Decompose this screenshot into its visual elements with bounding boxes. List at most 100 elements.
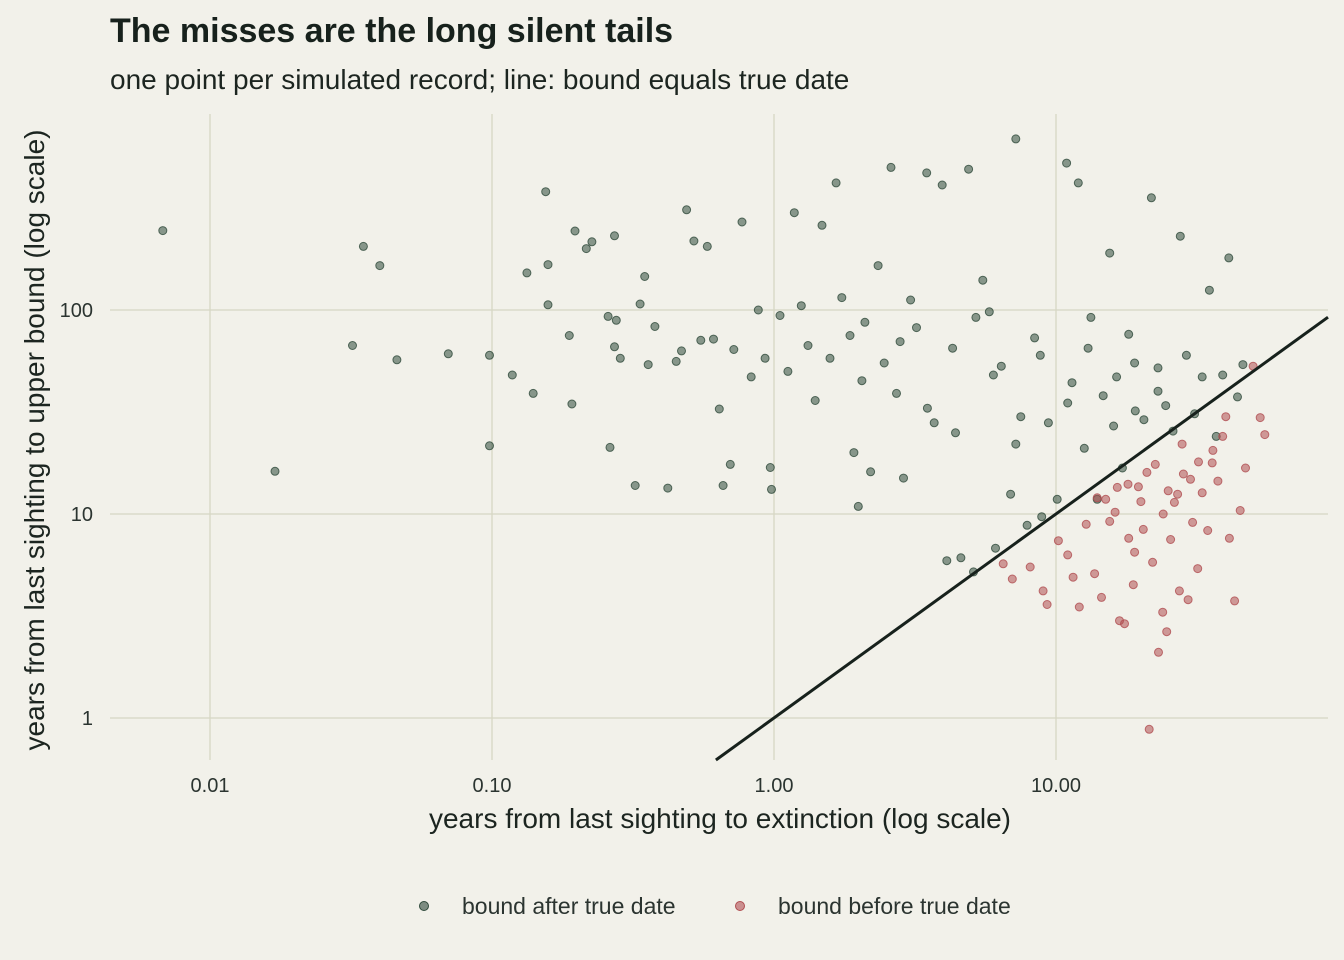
data-point-bound-after (1109, 421, 1119, 431)
data-point-bound-after (971, 312, 981, 322)
data-point-bound-after (922, 403, 932, 413)
data-point-bound-before (1038, 586, 1048, 596)
data-point-bound-after (663, 483, 673, 493)
data-point-bound-before (1124, 533, 1134, 543)
data-point-bound-before (1150, 459, 1160, 469)
reference-line-layer (715, 315, 1329, 762)
data-point-bound-after (615, 353, 625, 363)
data-point-bound-after (671, 356, 681, 366)
data-point-bound-after (528, 388, 538, 398)
data-point-bound-before (1213, 476, 1223, 486)
data-point-bound-after (643, 360, 653, 370)
data-point-bound-after (853, 501, 863, 511)
data-point-bound-after (714, 404, 724, 414)
data-point-bound-before (1194, 457, 1203, 467)
data-point-bound-before (1203, 526, 1213, 535)
data-point-bound-after (348, 341, 357, 350)
data-point-bound-after (1098, 391, 1108, 401)
data-point-bound-after (1153, 363, 1163, 373)
data-point-bound-after (767, 484, 776, 494)
data-point-bound-after (984, 307, 994, 317)
data-point-bound-after (737, 217, 747, 227)
data-point-bound-before (1101, 494, 1111, 504)
chart-title: The misses are the long silent tails (110, 12, 674, 50)
data-point-bound-before (1178, 469, 1188, 479)
legend-label-bound-before: bound before true date (778, 893, 1011, 919)
data-point-bound-after (937, 180, 947, 190)
data-point-bound-before (1074, 602, 1084, 612)
legend-marker-bound-after (419, 901, 429, 911)
data-point-bound-after (912, 323, 921, 333)
data-point-bound-after (630, 481, 640, 490)
data-point-bound-before (1142, 467, 1152, 477)
data-point-bound-after (948, 343, 958, 353)
data-point-bound-after (682, 205, 692, 215)
data-point-bound-after (892, 388, 901, 398)
data-point-bound-after (831, 178, 841, 188)
data-point-bound-after (543, 260, 553, 270)
data-point-bound-before (1007, 574, 1017, 584)
data-point-bound-after (866, 467, 876, 477)
data-point-bound-after (1161, 401, 1171, 411)
data-point-bound-before (1105, 516, 1115, 526)
data-point-bound-after (996, 361, 1006, 371)
data-point-bound-before (1208, 445, 1218, 455)
data-point-bound-before (1183, 595, 1193, 605)
data-point-bound-after (564, 331, 574, 340)
data-point-bound-after (899, 473, 908, 483)
data-point-bound-after (485, 441, 494, 451)
data-point-bound-before (1177, 439, 1187, 449)
data-point-bound-after (725, 459, 735, 469)
data-point-bound-before (1173, 489, 1183, 499)
data-point-bound-after (783, 366, 793, 376)
data-point-bound-after (942, 556, 952, 566)
data-point-bound-after (1083, 343, 1093, 353)
data-point-bound-after (873, 261, 883, 271)
data-point-bound-before (1163, 486, 1173, 496)
data-point-bound-after (1073, 178, 1083, 188)
data-point-bound-after (485, 350, 494, 360)
data-points (158, 134, 1270, 734)
data-point-bound-after (1016, 412, 1026, 422)
tick-labels: 0.01 0.10 1.00 10.00 1 10 100 (60, 300, 1081, 797)
data-point-bound-before (1186, 474, 1195, 484)
data-point-bound-after (507, 370, 517, 380)
data-point-bound-after (810, 396, 820, 405)
data-point-bound-after (677, 346, 686, 356)
data-point-bound-before (1063, 550, 1073, 560)
x-tick-label: 10.00 (1031, 775, 1081, 797)
data-point-bound-after (1139, 415, 1149, 425)
data-point-bound-after (922, 168, 932, 178)
data-point-bound-after (857, 376, 867, 386)
data-point-bound-before (1169, 497, 1179, 507)
data-point-bound-after (789, 208, 799, 218)
data-point-bound-after (765, 463, 775, 472)
y-tick-label: 10 (71, 504, 93, 526)
data-point-bound-before (1241, 463, 1250, 473)
y-tick-label: 1 (82, 708, 93, 730)
data-point-bound-after (567, 399, 577, 409)
data-point-bound-before (1162, 627, 1172, 637)
data-point-bound-before (1154, 647, 1163, 657)
data-point-bound-after (375, 261, 385, 271)
data-point-bound-after (817, 220, 827, 230)
data-point-bound-after (1037, 512, 1047, 522)
data-point-bound-after (1067, 378, 1077, 388)
legend-marker-bound-before (735, 901, 745, 911)
data-point-bound-after (570, 226, 580, 236)
data-point-bound-before (1207, 458, 1217, 468)
data-point-bound-after (1035, 350, 1045, 360)
data-point-bound-before (1123, 479, 1133, 489)
data-point-bound-after (1043, 418, 1053, 428)
data-point-bound-before (1042, 600, 1052, 609)
data-point-bound-after (956, 553, 966, 563)
data-point-bound-before (998, 559, 1008, 569)
data-point-bound-after (1218, 370, 1228, 380)
data-point-bound-after (1030, 333, 1040, 343)
data-point-bound-after (581, 244, 591, 254)
data-point-bound-after (1224, 253, 1234, 263)
data-point-bound-before (1197, 488, 1207, 498)
data-point-bound-after (1197, 372, 1207, 382)
data-point-bound-before (1193, 564, 1203, 574)
